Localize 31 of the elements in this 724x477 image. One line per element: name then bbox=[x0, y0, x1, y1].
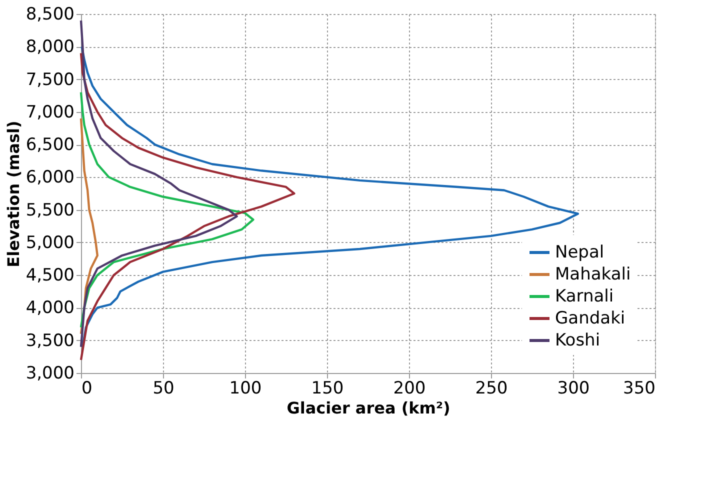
x-tick-label: 0 bbox=[82, 378, 92, 398]
y-tick-label: 4,000 bbox=[26, 298, 74, 318]
line-series bbox=[80, 117, 98, 335]
y-tick-label: 3,000 bbox=[26, 364, 74, 384]
y-tick-label: 5,500 bbox=[26, 200, 74, 220]
y-tick-label: 8,000 bbox=[26, 37, 74, 58]
y-tick-label: 5,000 bbox=[26, 232, 74, 253]
y-tick-label: 7,000 bbox=[26, 102, 74, 122]
legend-label: Nepal bbox=[555, 242, 604, 262]
x-tick-label: 350 bbox=[623, 378, 656, 398]
x-tick-label: 300 bbox=[557, 378, 590, 398]
y-tick-label: 4,500 bbox=[26, 266, 74, 286]
x-axis-title: Glacier area (km²) bbox=[286, 398, 450, 418]
x-tick-label: 200 bbox=[393, 378, 426, 398]
y-tick-label: 3,500 bbox=[26, 330, 74, 351]
legend-label: Karnali bbox=[555, 286, 614, 306]
line-series bbox=[80, 91, 254, 328]
legend-label: Koshi bbox=[555, 330, 600, 350]
x-tick-label: 100 bbox=[229, 378, 262, 398]
line-series bbox=[80, 19, 238, 348]
x-tick-label: 50 bbox=[152, 378, 174, 398]
line-series bbox=[80, 52, 296, 362]
y-tick-label: 7,500 bbox=[26, 70, 74, 90]
x-tick-label: 250 bbox=[475, 378, 508, 398]
y-tick-label: 6,500 bbox=[26, 135, 74, 156]
y-axis-title: Elevation (masl) bbox=[4, 120, 23, 268]
x-tick-label: 150 bbox=[311, 378, 344, 398]
y-tick-label: 6,000 bbox=[26, 168, 74, 188]
legend-label: Mahakali bbox=[555, 264, 631, 284]
y-tick-label: 8,500 bbox=[26, 4, 74, 24]
legend-label: Gandaki bbox=[555, 308, 626, 328]
